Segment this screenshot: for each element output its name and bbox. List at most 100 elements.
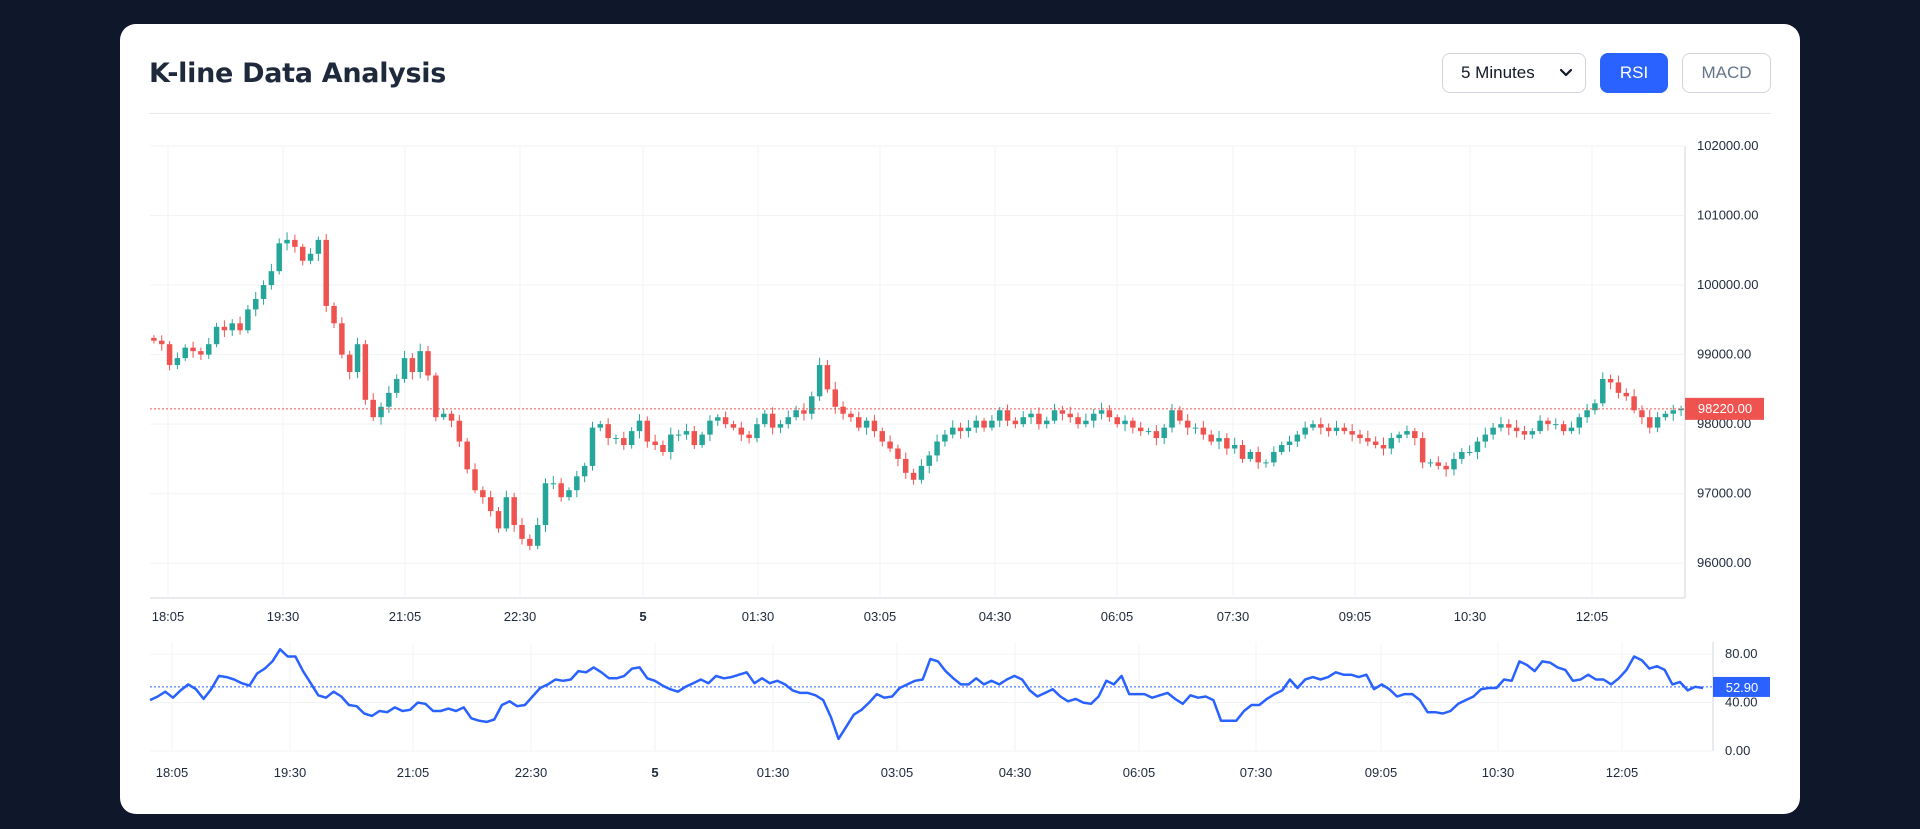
candle-body	[973, 420, 979, 428]
candle-body	[989, 420, 995, 428]
rsi-time-tick-label: 06:05	[1123, 765, 1156, 780]
candle-body	[918, 465, 925, 480]
candle-body	[762, 413, 768, 425]
candle-body	[581, 465, 588, 477]
candle-body	[1647, 417, 1653, 428]
candle-body	[1506, 424, 1512, 428]
candle-body	[417, 351, 423, 372]
rsi-time-tick-label: 09:05	[1365, 765, 1398, 780]
price-tick-label: 97000.00	[1697, 486, 1751, 501]
candle-body	[425, 351, 431, 376]
chevron-down-icon	[1559, 68, 1573, 77]
candle-body	[1083, 420, 1089, 425]
candle-body	[299, 246, 306, 261]
candle-body	[221, 326, 228, 331]
candle-body	[519, 524, 525, 539]
candle-body	[182, 347, 188, 359]
candle-body	[362, 344, 369, 400]
candle-body	[942, 434, 948, 442]
candle-body	[370, 399, 376, 418]
candle-body	[1192, 427, 1199, 429]
candle-body	[260, 285, 267, 299]
candle-body	[965, 427, 972, 432]
candle-body	[1631, 396, 1637, 411]
candle-body	[1482, 434, 1489, 442]
candle-body	[1137, 427, 1144, 432]
candle-body	[315, 239, 322, 254]
candle-body	[1239, 445, 1246, 459]
candle-body	[1090, 413, 1097, 421]
candle-body	[871, 420, 878, 432]
candle-body	[1004, 410, 1011, 421]
candle-body	[1513, 427, 1520, 432]
candle-body	[1592, 403, 1598, 411]
time-tick-label: 22:30	[504, 609, 537, 624]
rsi-time-tick-label: 01:30	[757, 765, 790, 780]
candle-body	[566, 490, 572, 498]
rsi-last-value-badge	[1713, 676, 1770, 697]
candle-body	[245, 309, 251, 331]
candle-body	[1584, 410, 1590, 418]
candle-body	[699, 434, 705, 446]
candle-body	[503, 497, 510, 529]
candle-body	[1529, 431, 1536, 435]
candle-body	[307, 253, 314, 261]
candle-body	[903, 458, 909, 473]
candle-body	[950, 427, 956, 435]
candle-body	[268, 271, 275, 286]
candle-body	[1607, 378, 1614, 383]
time-tick-label: 06:05	[1101, 609, 1134, 624]
candle-body	[1098, 410, 1105, 414]
candle-body	[675, 434, 682, 436]
candle-body	[1059, 410, 1066, 414]
interval-select[interactable]: 5 Minutes	[1442, 53, 1586, 93]
rsi-tick-label: 80.00	[1725, 646, 1758, 661]
candle-body	[597, 424, 604, 428]
rsi-time-tick-label: 5	[651, 765, 658, 780]
candle-body	[738, 427, 745, 435]
candle-body	[198, 351, 204, 355]
candle-body	[1020, 417, 1026, 425]
candle-body	[707, 420, 713, 435]
candle-body	[1051, 410, 1058, 421]
candle-body	[628, 431, 635, 446]
rsi-button[interactable]: RSI	[1600, 53, 1668, 93]
candle-body	[339, 323, 345, 355]
candle-body	[574, 476, 580, 491]
candle-body	[1075, 417, 1081, 425]
candle-body	[621, 438, 627, 446]
candle-body	[1576, 417, 1583, 428]
candle-body	[1404, 431, 1410, 435]
candle-body	[1122, 420, 1128, 425]
rsi-time-tick-label: 22:30	[515, 765, 548, 780]
candle-body	[1231, 445, 1238, 449]
candle-body	[1466, 451, 1473, 453]
candle-body	[433, 375, 439, 418]
rsi-time-tick-label: 12:05	[1606, 765, 1639, 780]
macd-button[interactable]: MACD	[1682, 53, 1771, 93]
candle-body	[1451, 458, 1457, 470]
candle-body	[1333, 427, 1340, 432]
candle-body	[1247, 451, 1254, 459]
candle-body	[1654, 417, 1661, 428]
time-tick-label: 19:30	[267, 609, 300, 624]
rsi-time-tick-label: 18:05	[156, 765, 189, 780]
time-tick-label: 12:05	[1576, 609, 1609, 624]
candle-body	[816, 365, 823, 397]
candle-body	[1412, 431, 1418, 439]
candle-body	[1106, 410, 1113, 418]
candle-body	[487, 497, 494, 512]
candle-body	[934, 441, 940, 456]
candle-body	[1419, 438, 1426, 463]
candle-body	[1318, 424, 1324, 428]
candle-body	[1357, 434, 1363, 439]
candle-body	[511, 497, 517, 525]
candle-body	[1349, 431, 1355, 435]
candle-body	[252, 298, 259, 310]
candle-body	[1341, 427, 1348, 432]
candle-body	[730, 424, 737, 428]
candle-body	[1459, 451, 1465, 459]
candle-body	[644, 420, 651, 442]
candle-body	[346, 354, 353, 372]
